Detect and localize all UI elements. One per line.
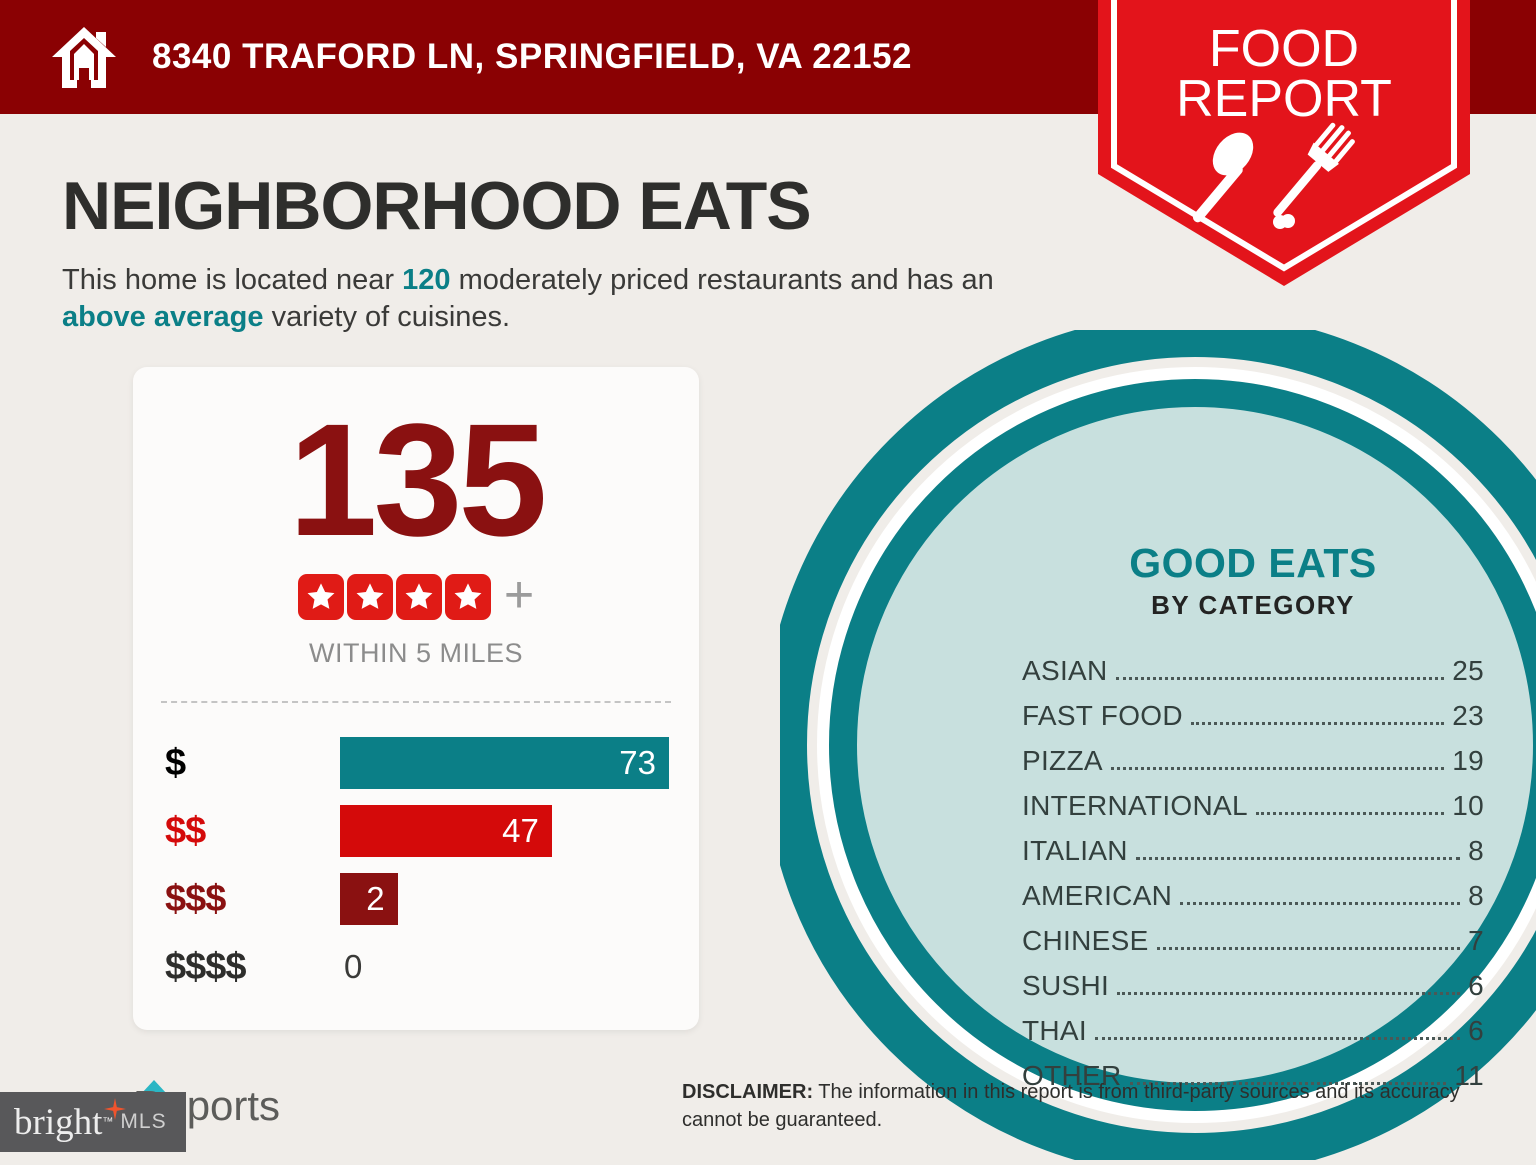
bar-row: $$$$ 0 — [165, 933, 669, 1001]
bar-fill: 2 — [340, 873, 398, 925]
dot-leader — [1190, 722, 1445, 725]
category-value: 10 — [1452, 790, 1484, 821]
spoon-fork-icon — [1192, 122, 1355, 229]
list-item: FAST FOOD 23 — [1022, 700, 1484, 732]
list-item: PIZZA 19 — [1022, 745, 1484, 777]
category-name: PIZZA — [1022, 745, 1103, 776]
subtitle-highlight-count: 120 — [402, 264, 451, 296]
dot-leader — [1094, 1037, 1461, 1040]
bright-mls-logo: bright ™ MLS — [0, 1092, 186, 1152]
bar-row: $ 73 — [165, 729, 669, 797]
category-name: INTERNATIONAL — [1022, 790, 1248, 821]
bar-category-label: $$$$ — [165, 945, 247, 988]
bar-row: $$$ 2 — [165, 865, 669, 933]
teal-triangle-mark — [141, 1080, 167, 1094]
page-subtitle: This home is located near 120 moderately… — [62, 262, 1062, 336]
disclaimer: DISCLAIMER: The information in this repo… — [682, 1079, 1482, 1134]
eats-summary-card: 135 + WITHIN 5 MILES $ 73 $$ — [133, 367, 699, 1030]
bar-fill: 47 — [340, 805, 552, 857]
bar-category-label: $$$ — [165, 877, 226, 920]
star-icon — [346, 574, 393, 620]
category-value: 7 — [1468, 925, 1484, 956]
dot-leader — [1180, 902, 1461, 905]
bar-value: 0 — [344, 948, 363, 985]
dot-leader — [1110, 767, 1445, 770]
star-rating: + — [133, 566, 699, 624]
bar-value: 73 — [619, 744, 656, 781]
header-accent-line — [0, 114, 1536, 119]
category-name: ITALIAN — [1022, 835, 1128, 866]
subtitle-text-1: This home is located near — [62, 264, 403, 296]
good-eats-list: ASIAN 25 FAST FOOD 23 PIZZA 19 INTERNATI… — [1022, 655, 1484, 1092]
category-name: AMERICAN — [1022, 880, 1173, 911]
dot-leader — [1156, 947, 1461, 950]
plus-icon: + — [503, 566, 535, 624]
bar-value: 2 — [366, 880, 385, 917]
good-eats-title: GOOD EATS — [1129, 540, 1377, 586]
category-value: 6 — [1468, 970, 1484, 1001]
within-radius-label: WITHIN 5 MILES — [308, 638, 524, 668]
bar-track: 47 — [340, 797, 669, 865]
dot-leader — [1115, 677, 1445, 680]
category-value: 19 — [1452, 745, 1484, 776]
disclaimer-text: The information in this report is from t… — [682, 1081, 1460, 1131]
subtitle-highlight-variety: above average — [62, 300, 264, 333]
bar-row: $$ 47 — [165, 797, 669, 865]
category-value: 25 — [1452, 655, 1484, 686]
badge-line-1: FOOD — [1209, 20, 1359, 78]
dot-leader — [1135, 857, 1461, 860]
list-item: INTERNATIONAL 10 — [1022, 790, 1484, 822]
card-divider — [161, 701, 671, 703]
logo-brand-text: bright — [14, 1101, 103, 1143]
property-address: 8340 TRAFORD LN, SPRINGFIELD, VA 22152 — [152, 37, 913, 76]
dot-leader — [1129, 1082, 1447, 1085]
disclaimer-label: DISCLAIMER: — [682, 1081, 814, 1103]
category-value: 11 — [1454, 1060, 1484, 1091]
star-icon — [297, 574, 344, 620]
category-name: SUSHI — [1022, 970, 1110, 1001]
food-report-badge: FOOD REPORT — [1098, 0, 1470, 286]
list-item: ITALIAN 8 — [1022, 835, 1484, 867]
bar-category-label: $ — [165, 741, 186, 784]
logo-mls-text: MLS — [120, 1110, 167, 1133]
list-item: SUSHI 6 — [1022, 970, 1484, 1002]
category-name: FAST FOOD — [1022, 700, 1183, 731]
category-value: 8 — [1468, 880, 1484, 911]
logo-tm-mark: ™ — [102, 1116, 114, 1128]
page-title: NEIGHBORHOOD EATS — [62, 168, 812, 244]
dot-leader — [1117, 992, 1461, 995]
price-level-bar-chart: $ 73 $$ 47 $$$ 2 $$$$ — [133, 729, 699, 1001]
list-item: THAI 6 — [1022, 1015, 1484, 1047]
subtitle-text-2: moderately priced restaurants and has an — [450, 264, 994, 296]
subtitle-text-3: variety of cuisines. — [263, 300, 511, 333]
bar-track: 73 — [340, 729, 669, 797]
category-name: CHINESE — [1022, 925, 1149, 956]
list-item: AMERICAN 8 — [1022, 880, 1484, 912]
bar-category-label: $$ — [165, 809, 206, 852]
dot-leader — [1255, 812, 1445, 815]
category-value: 23 — [1452, 700, 1484, 731]
category-name: OTHER — [1022, 1060, 1122, 1091]
good-eats-subtitle: BY CATEGORY — [1151, 590, 1355, 620]
category-name: THAI — [1022, 1015, 1087, 1046]
category-value: 8 — [1468, 835, 1484, 866]
restaurant-count: 135 — [288, 390, 548, 569]
bar-value: 47 — [502, 812, 539, 849]
teal-circle-graphic — [763, 313, 1536, 1165]
star-icon — [444, 574, 491, 620]
category-value: 6 — [1468, 1015, 1484, 1046]
list-item: OTHER 11 — [1022, 1060, 1484, 1092]
list-item: ASIAN 25 — [1022, 655, 1484, 687]
bar-track: 0 — [340, 933, 669, 1001]
list-item: CHINESE 7 — [1022, 925, 1484, 957]
home-icon — [52, 27, 116, 88]
bar-fill: 73 — [340, 737, 669, 789]
title-block: NEIGHBORHOOD EATS This home is located n… — [62, 172, 1082, 336]
bar-track: 2 — [340, 865, 669, 933]
star-icon — [395, 574, 442, 620]
good-eats-panel: GOOD EATS BY CATEGORY ASIAN 25 FAST FOOD… — [1022, 540, 1484, 1105]
badge-line-2: REPORT — [1176, 70, 1392, 128]
category-name: ASIAN — [1022, 655, 1108, 686]
sparkle-icon — [104, 1098, 126, 1120]
